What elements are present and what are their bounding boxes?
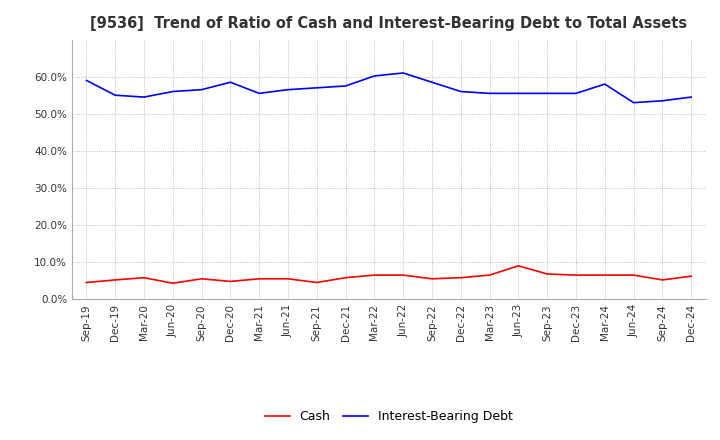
Interest-Bearing Debt (226, 80, 235, 85)
Interest-Bearing Debt (370, 73, 379, 79)
Cash (341, 275, 350, 280)
Cash (658, 277, 667, 282)
Cash (456, 275, 465, 280)
Interest-Bearing Debt (572, 91, 580, 96)
Cash (514, 263, 523, 268)
Line: Cash: Cash (86, 266, 691, 283)
Interest-Bearing Debt (485, 91, 494, 96)
Cash (572, 272, 580, 278)
Cash (370, 272, 379, 278)
Interest-Bearing Debt (111, 92, 120, 98)
Interest-Bearing Debt (82, 78, 91, 83)
Interest-Bearing Debt (140, 95, 148, 100)
Interest-Bearing Debt (399, 70, 408, 76)
Interest-Bearing Debt (284, 87, 292, 92)
Interest-Bearing Debt (428, 80, 436, 85)
Line: Interest-Bearing Debt: Interest-Bearing Debt (86, 73, 691, 103)
Cash (140, 275, 148, 280)
Cash (428, 276, 436, 282)
Interest-Bearing Debt (687, 95, 696, 100)
Cash (687, 274, 696, 279)
Interest-Bearing Debt (543, 91, 552, 96)
Cash (600, 272, 609, 278)
Interest-Bearing Debt (629, 100, 638, 105)
Cash (255, 276, 264, 282)
Interest-Bearing Debt (255, 91, 264, 96)
Interest-Bearing Debt (341, 83, 350, 88)
Cash (543, 271, 552, 277)
Cash (226, 279, 235, 284)
Cash (629, 272, 638, 278)
Interest-Bearing Debt (456, 89, 465, 94)
Interest-Bearing Debt (600, 81, 609, 87)
Interest-Bearing Debt (312, 85, 321, 91)
Cash (485, 272, 494, 278)
Cash (111, 277, 120, 282)
Title: [9536]  Trend of Ratio of Cash and Interest-Bearing Debt to Total Assets: [9536] Trend of Ratio of Cash and Intere… (90, 16, 688, 32)
Cash (82, 280, 91, 285)
Cash (168, 281, 177, 286)
Cash (284, 276, 292, 282)
Interest-Bearing Debt (168, 89, 177, 94)
Interest-Bearing Debt (197, 87, 206, 92)
Legend: Cash, Interest-Bearing Debt: Cash, Interest-Bearing Debt (260, 405, 518, 428)
Interest-Bearing Debt (514, 91, 523, 96)
Cash (312, 280, 321, 285)
Cash (399, 272, 408, 278)
Cash (197, 276, 206, 282)
Interest-Bearing Debt (658, 98, 667, 103)
